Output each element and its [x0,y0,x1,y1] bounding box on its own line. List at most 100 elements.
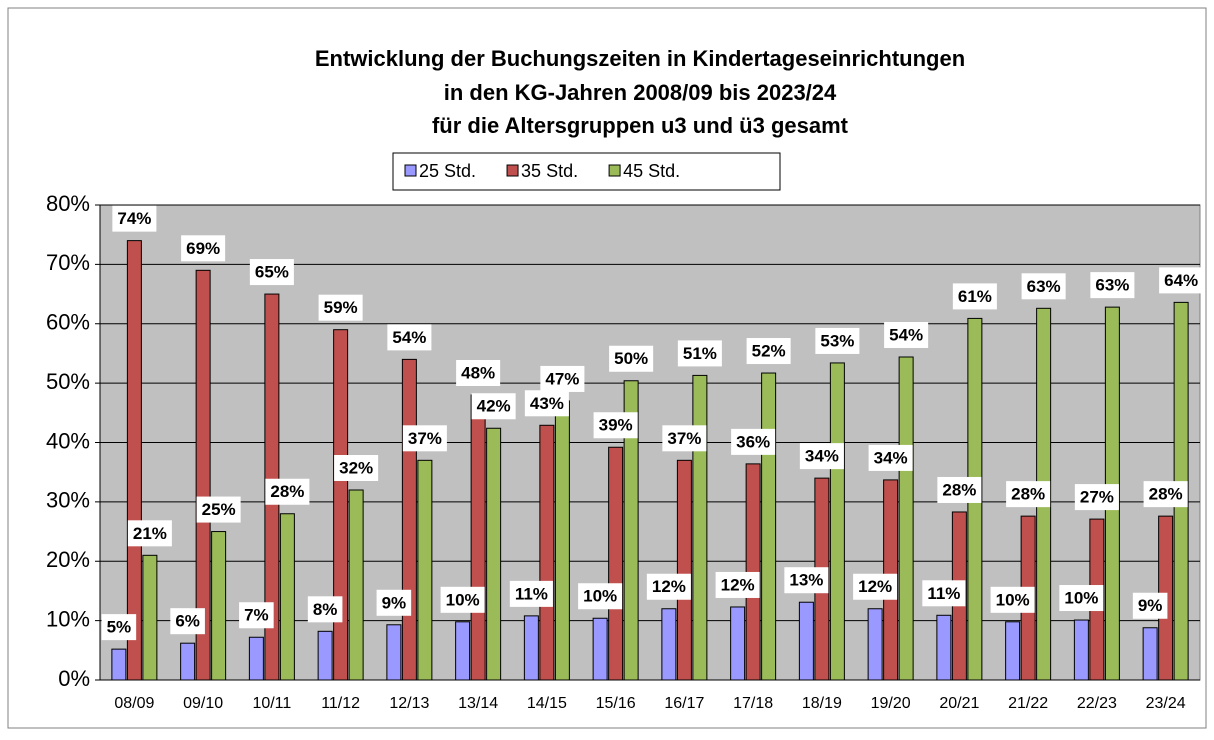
bar [401,358,417,681]
bar [867,608,883,681]
value-label: 28% [942,480,976,499]
bar [279,513,295,681]
y-tick-label: 50% [46,369,90,394]
bar [730,606,746,681]
x-tick-label: 12/13 [389,695,429,712]
x-tick-label: 16/17 [664,695,704,712]
value-label-box [731,428,776,455]
value-label-box [509,580,553,607]
bar [1073,619,1089,681]
x-tick-label: 11/12 [321,695,360,712]
value-label: 10% [446,590,480,609]
value-label-box [181,235,226,262]
x-tick-label: 10/11 [252,695,291,712]
x-tick-label: 19/20 [871,695,911,712]
y-tick-label: 20% [46,547,90,572]
y-tick-label: 30% [46,488,90,513]
value-label: 54% [392,328,426,347]
bar [761,372,777,681]
x-tick-label: 14/15 [527,695,567,712]
y-tick-label: 70% [46,250,90,275]
value-label-box [677,340,722,367]
value-label: 5% [107,618,132,637]
value-label-box [1059,585,1104,612]
y-tick-label: 0% [58,666,90,691]
legend-box [392,152,781,191]
value-label: 61% [958,287,992,306]
y-tick-label: 60% [46,310,90,335]
value-label: 34% [805,447,839,466]
bar [142,554,158,681]
x-tick-label: 18/19 [802,695,842,712]
value-label-box [196,496,241,523]
value-label-box [307,596,343,623]
value-label: 37% [667,429,701,448]
value-label-box [387,324,432,351]
value-label: 10% [1064,589,1098,608]
bar [211,531,227,681]
bar [745,463,761,681]
value-label-box [784,567,829,594]
value-label-box [715,571,760,598]
value-label-box [456,360,501,386]
bar [348,489,364,681]
value-label-box [937,476,982,503]
value-label-box [646,573,691,600]
y-tick-label: 80% [46,191,90,216]
value-label: 28% [1149,485,1183,504]
chart-title: für die Altersgruppen u3 und ü3 gesamt [432,113,849,138]
value-label: 36% [736,432,770,451]
value-label: 6% [175,612,200,631]
value-label: 21% [133,524,167,543]
value-label-box [799,443,844,470]
value-label: 28% [270,482,304,501]
value-label-box [884,322,929,348]
value-label-box [1090,272,1135,299]
value-label-box [1006,481,1051,508]
value-label: 65% [255,263,289,282]
value-label-box [524,390,569,417]
value-label: 13% [789,571,823,590]
bar [386,624,402,681]
value-label-box [746,338,791,365]
value-label: 11% [515,584,548,603]
bar [676,459,692,681]
value-label: 32% [339,458,373,477]
bar [486,427,502,681]
value-label: 34% [874,448,908,467]
value-label: 10% [583,587,617,606]
bar [608,446,624,681]
bar [180,642,196,681]
value-label: 42% [477,397,511,416]
value-label-box [593,412,638,439]
chart-title: in den KG-Jahren 2008/09 bis 2023/24 [444,80,837,105]
bar [417,459,433,681]
value-label-box [853,573,898,600]
value-label: 53% [820,331,854,350]
x-tick-label: 13/14 [458,695,498,712]
value-label-box [990,586,1035,613]
value-label: 74% [117,209,151,228]
bar [829,362,845,681]
value-label-box [334,455,379,481]
legend-label: 35 Std. [521,161,578,181]
bar [898,356,914,681]
value-label: 12% [721,575,755,594]
value-label-box [402,425,447,452]
bar [333,329,349,681]
bar [554,400,570,681]
x-tick-label: 17/18 [733,695,773,712]
value-label-box [1074,484,1119,511]
value-label: 37% [408,429,442,448]
value-label-box [815,327,860,354]
bar [1005,621,1021,681]
x-tick-label: 09/10 [183,695,223,712]
value-label-box [471,393,516,420]
value-label: 47% [545,369,579,388]
value-label-box [318,294,363,321]
value-label-box [376,589,412,616]
value-label-box [868,444,913,471]
value-label: 8% [313,600,338,619]
value-label-box [1021,273,1066,300]
